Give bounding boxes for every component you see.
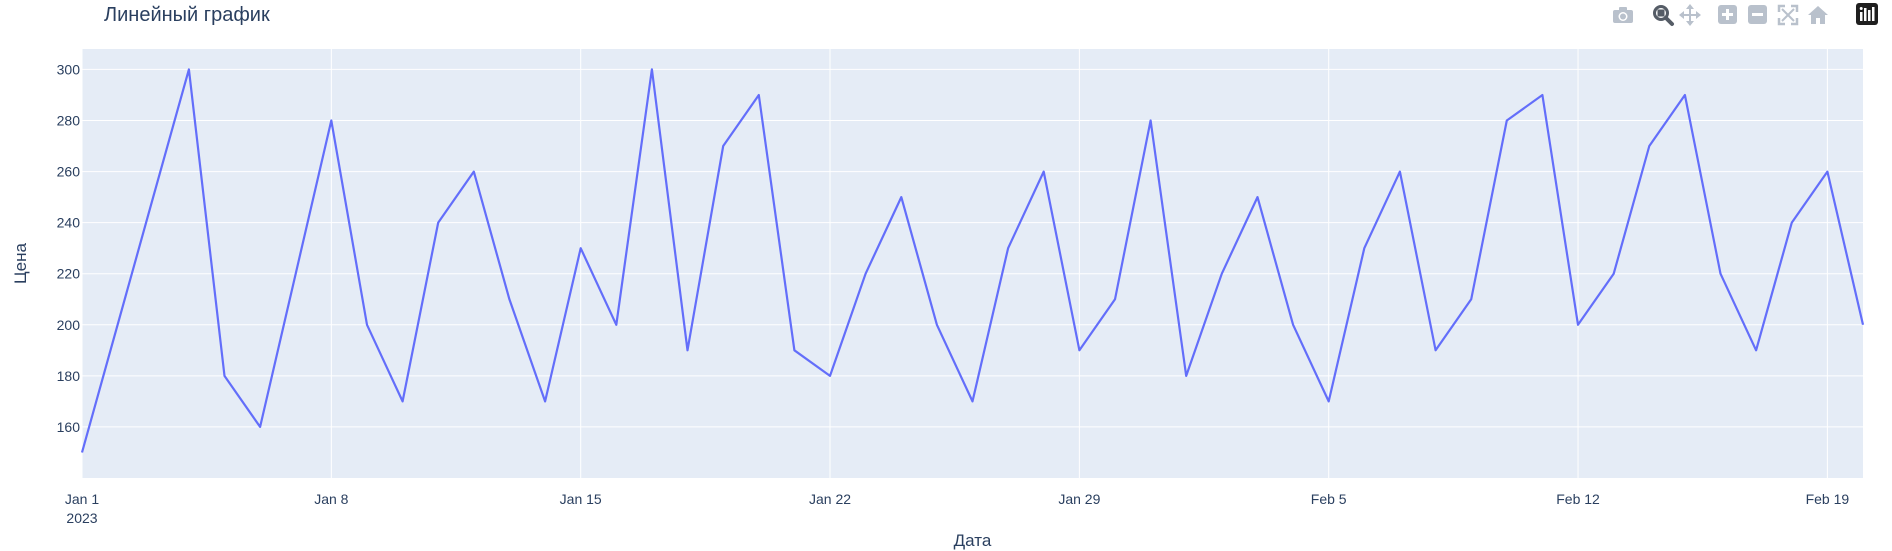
x-tick-label: Jan 22 — [809, 491, 851, 507]
x-tick-label: Jan 15 — [560, 491, 602, 507]
camera-icon[interactable] — [1613, 7, 1633, 23]
y-tick-label: 280 — [57, 113, 81, 129]
plot-background — [82, 49, 1863, 478]
zoom-in-icon[interactable] — [1718, 5, 1737, 24]
y-tick-label: 300 — [57, 61, 81, 77]
x-tick-label: Feb 12 — [1556, 491, 1600, 507]
y-tick-label: 260 — [57, 164, 81, 180]
x-tick-label: Feb 19 — [1806, 491, 1850, 507]
x-axis-ticks: Jan 1 2023 Jan 8 Jan 15 Jan 22 Jan 29 Feb 5 Feb… — [65, 491, 1850, 526]
plotly-logo-icon[interactable] — [1856, 3, 1878, 25]
zoom-icon[interactable] — [1653, 5, 1674, 26]
grid-lines — [81, 49, 1863, 478]
x-tick-year-label: 2023 — [66, 510, 97, 526]
y-tick-label: 180 — [57, 368, 81, 384]
y-tick-label: 220 — [57, 266, 81, 282]
y-axis-ticks: 160 180 200 220 240 260 280 300 — [57, 61, 81, 435]
y-tick-label: 240 — [57, 215, 81, 231]
pan-icon[interactable] — [1679, 4, 1701, 26]
x-tick-label: Jan 29 — [1058, 491, 1100, 507]
modebar — [1612, 3, 1882, 27]
x-tick-label: Feb 5 — [1311, 491, 1347, 507]
chart-title: Линейный график — [104, 4, 270, 26]
autoscale-icon[interactable] — [1777, 4, 1799, 26]
zoom-out-icon[interactable] — [1748, 5, 1767, 24]
x-tick-label: Jan 1 — [65, 491, 99, 507]
series-layer — [80, 68, 1865, 453]
x-axis-title: Дата — [954, 531, 992, 550]
reset-axes-icon[interactable] — [1808, 6, 1828, 24]
y-axis-title: Цена — [11, 243, 30, 284]
price-line — [80, 68, 1865, 453]
y-tick-label: 200 — [57, 317, 81, 333]
x-tick-label: Jan 8 — [314, 491, 348, 507]
y-tick-label: 160 — [57, 419, 81, 435]
